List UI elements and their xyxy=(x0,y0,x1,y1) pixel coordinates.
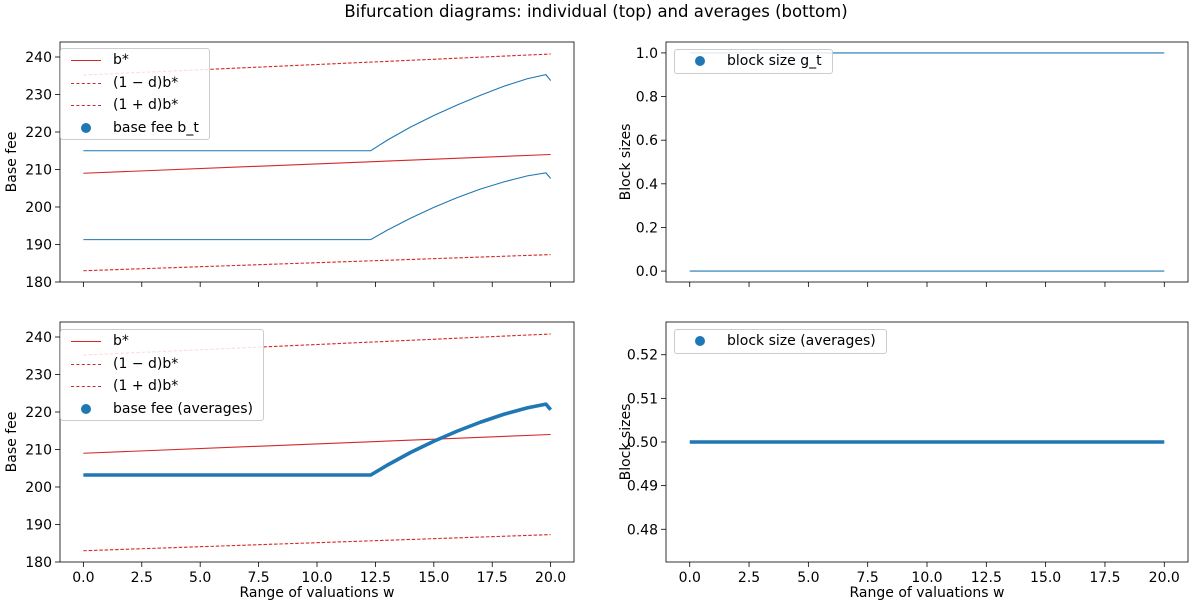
x-tick-label: 7.5 xyxy=(857,570,879,586)
legend-handle-dashed xyxy=(69,353,103,375)
x-tick-label: 0.0 xyxy=(679,570,701,586)
x-tick-label: 12.5 xyxy=(971,570,1002,586)
y-tick-label: 1.0 xyxy=(636,46,658,62)
y-tick-label: 230 xyxy=(25,88,52,104)
y-tick-label: 210 xyxy=(25,443,52,459)
y-tick-label: 200 xyxy=(25,480,52,496)
legend-bottom-left: b* (1 − d)b* (1 + d)b* base fee (average… xyxy=(60,329,264,421)
x-axis-label: Range of valuations w xyxy=(850,585,1005,601)
legend-item: b* xyxy=(61,330,263,353)
y-axis-label: Base fee xyxy=(4,132,20,193)
legend-label: (1 − d)b* xyxy=(113,74,179,91)
y-tick-label: 240 xyxy=(25,50,52,66)
y-axis-label: Block sizes xyxy=(618,124,634,201)
legend-handle-dashed xyxy=(69,94,103,116)
x-tick-label: 15.0 xyxy=(1030,570,1061,586)
legend-handle-dot xyxy=(683,50,717,72)
figure-title: Bifurcation diagrams: individual (top) a… xyxy=(344,2,848,21)
x-tick-label: 17.5 xyxy=(1089,570,1120,586)
y-tick-label: 190 xyxy=(25,518,52,534)
legend-item: base fee (averages) xyxy=(61,398,263,421)
y-tick-label: 0.50 xyxy=(627,435,658,451)
y-axis-label: Block sizes xyxy=(618,404,634,481)
legend-label: block size (averages) xyxy=(727,333,876,350)
x-tick-label: 10.0 xyxy=(301,570,332,586)
x-tick-label: 7.5 xyxy=(247,570,269,586)
y-tick-label: 180 xyxy=(25,275,52,291)
y-tick-label: 190 xyxy=(25,238,52,254)
series-line xyxy=(83,74,552,152)
legend-handle-dot xyxy=(69,398,103,420)
plot-bottom-left: 0.0 2.5 5.0 7.5 10.0 12.5 15.0 17.5 20.0 180 190 20… xyxy=(4,321,575,601)
x-tick-label: 17.5 xyxy=(477,570,508,586)
series-line xyxy=(83,153,551,174)
legend-label: (1 − d)b* xyxy=(113,355,179,372)
legend-item: (1 − d)b* xyxy=(61,72,209,95)
legend-label: block size g_t xyxy=(727,53,822,70)
plot-top-right: 0.0 0.2 0.4 0.6 0.8 1.0 Block sizes xyxy=(618,41,1189,287)
y-tick-label: 0.4 xyxy=(636,177,658,193)
x-tick-label: 5.0 xyxy=(797,570,819,586)
legend-top-right: block size g_t xyxy=(674,49,833,74)
legend-label: (1 + d)b* xyxy=(113,97,179,114)
x-tick-label: 12.5 xyxy=(360,570,391,586)
legend-item: (1 − d)b* xyxy=(61,353,263,376)
y-tick-label: 0.8 xyxy=(636,90,658,106)
legend-item: (1 + d)b* xyxy=(61,375,263,398)
legend-label: (1 + d)b* xyxy=(113,378,179,395)
y-tick-label: 0.49 xyxy=(627,479,658,495)
legend-label: base fee b_t xyxy=(113,119,199,136)
y-tick-label: 0.51 xyxy=(627,391,658,407)
y-tick-label: 0.52 xyxy=(627,348,658,364)
plot-bottom-right: 0.0 2.5 5.0 7.5 10.0 12.5 15.0 17.5 20.0 0.48 0.49… xyxy=(618,321,1189,601)
x-tick-label: 2.5 xyxy=(131,570,153,586)
legend-handle-dashed xyxy=(69,72,103,94)
plot-top-left: 180 190 200 210 220 230 240 Base fee xyxy=(4,41,575,291)
legend-bottom-right: block size (averages) xyxy=(674,329,887,354)
y-tick-label: 200 xyxy=(25,200,52,216)
x-tick-label: 5.0 xyxy=(189,570,211,586)
legend-handle-dot xyxy=(683,330,717,352)
legend-item: (1 + d)b* xyxy=(61,94,209,117)
series-line xyxy=(83,254,551,272)
legend-handle-dot xyxy=(69,117,103,139)
series-line xyxy=(83,534,551,552)
y-tick-label: 180 xyxy=(25,555,52,571)
x-tick-label: 20.0 xyxy=(535,570,566,586)
legend-top-left: b* (1 − d)b* (1 + d)b* base fee b_t xyxy=(60,48,210,140)
y-tick-label: 240 xyxy=(25,330,52,346)
legend-handle-dashed xyxy=(69,375,103,397)
x-tick-label: 15.0 xyxy=(418,570,449,586)
legend-label: b* xyxy=(113,333,129,350)
y-tick-label: 0.6 xyxy=(636,133,658,149)
legend-handle-solid xyxy=(69,330,103,352)
y-tick-label: 230 xyxy=(25,368,52,384)
legend-label: b* xyxy=(113,52,129,69)
series-line xyxy=(83,333,551,356)
legend-item: base fee b_t xyxy=(61,117,209,140)
axes-frame xyxy=(665,41,1189,283)
legend-item: b* xyxy=(61,49,209,72)
x-axis-label: Range of valuations w xyxy=(240,585,395,601)
y-tick-label: 210 xyxy=(25,163,52,179)
y-tick-label: 0.2 xyxy=(636,220,658,236)
y-tick-label: 0.48 xyxy=(627,522,658,538)
series-line xyxy=(83,172,552,241)
legend-item: block size (averages) xyxy=(675,330,886,353)
x-tick-label: 2.5 xyxy=(738,570,760,586)
x-tick-label: 10.0 xyxy=(911,570,942,586)
legend-item: block size g_t xyxy=(675,50,832,73)
y-tick-label: 220 xyxy=(25,125,52,141)
series-line xyxy=(83,53,551,76)
y-tick-label: 0.0 xyxy=(636,264,658,280)
x-tick-label: 20.0 xyxy=(1149,570,1180,586)
series-line xyxy=(83,433,551,454)
legend-label: base fee (averages) xyxy=(113,400,253,417)
legend-handle-solid xyxy=(69,49,103,71)
x-tick-label: 0.0 xyxy=(72,570,94,586)
series-line xyxy=(83,402,553,477)
y-axis-label: Base fee xyxy=(4,412,20,473)
y-tick-label: 220 xyxy=(25,405,52,421)
